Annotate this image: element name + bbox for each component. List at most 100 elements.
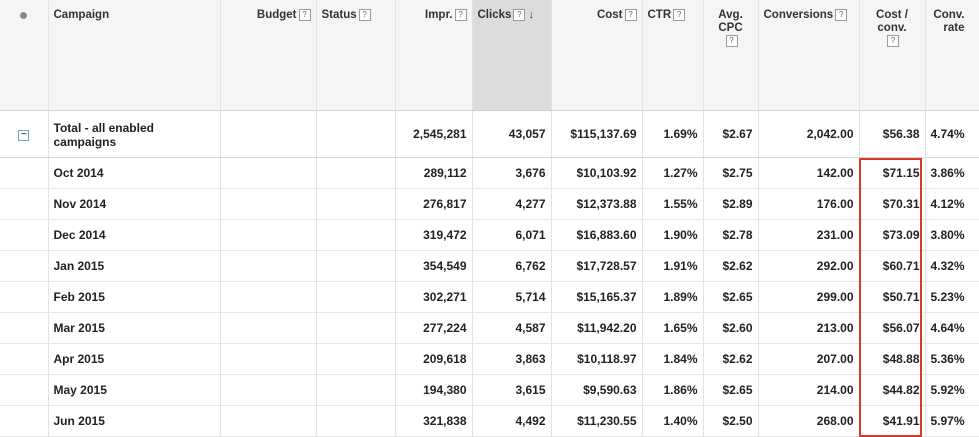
row-conv-rate: 5.23% <box>925 281 979 313</box>
row-spacer-cell <box>0 405 49 437</box>
row-campaign-name[interactable]: Feb 2015 <box>48 281 221 313</box>
row-conversions: 292.00 <box>758 250 860 282</box>
row-cost-conv: $60.71 <box>859 250 926 282</box>
help-icon[interactable]: ? <box>513 9 526 21</box>
col-header-campaign[interactable]: Campaign <box>48 0 221 111</box>
row-impr: 354,549 <box>395 250 473 282</box>
row-clicks: 3,676 <box>472 157 552 189</box>
row-spacer-cell <box>0 374 49 406</box>
row-cost: $11,942.20 <box>551 312 643 344</box>
row-cost: $16,883.60 <box>551 219 643 251</box>
help-icon[interactable]: ? <box>673 9 686 21</box>
help-icon[interactable]: ? <box>358 9 371 21</box>
row-campaign-name[interactable]: Apr 2015 <box>48 343 221 375</box>
row-conversions: 207.00 <box>758 343 860 375</box>
row-conv-rate: 5.97% <box>925 405 979 437</box>
col-header-cost-conv[interactable]: Cost / conv.? <box>859 0 926 111</box>
row-conversions: 268.00 <box>758 405 860 437</box>
col-header-impr[interactable]: Impr.? <box>395 0 473 111</box>
row-cost-conv: $41.91 <box>859 405 926 437</box>
sort-descending-icon: ↓ <box>528 9 534 21</box>
col-header-conv-rate[interactable]: Conv. rate <box>925 0 979 111</box>
row-cost: $12,373.88 <box>551 188 643 220</box>
row-budget <box>220 250 317 282</box>
row-cost-conv: $48.88 <box>859 343 926 375</box>
row-status <box>316 405 396 437</box>
row-conv-rate: 3.80% <box>925 219 979 251</box>
col-label-ctr: CTR <box>647 9 672 21</box>
row-avg-cpc: $2.89 <box>703 188 759 220</box>
col-header-cost[interactable]: Cost? <box>551 0 643 111</box>
table-row: Apr 2015 209,618 3,863 $10,118.97 1.84% $2.62… <box>0 343 979 375</box>
row-campaign-name[interactable]: May 2015 <box>48 374 221 406</box>
row-impr: 289,112 <box>395 157 473 189</box>
row-clicks: 3,863 <box>472 343 552 375</box>
row-avg-cpc: $2.62 <box>703 250 759 282</box>
row-cost-conv: $70.31 <box>859 188 926 220</box>
row-avg-cpc: $2.62 <box>703 343 759 375</box>
row-campaign-name[interactable]: Oct 2014 <box>48 157 221 189</box>
row-status <box>316 374 396 406</box>
col-header-status[interactable]: Status? <box>316 0 396 111</box>
row-spacer-cell <box>0 250 49 282</box>
col-label-budget: Budget <box>256 9 297 21</box>
table-row: Jun 2015 321,838 4,492 $11,230.55 1.40% $2.50… <box>0 405 979 437</box>
row-avg-cpc: $2.75 <box>703 157 759 189</box>
row-conv-rate: 4.64% <box>925 312 979 344</box>
total-cost: $115,137.69 <box>551 110 643 158</box>
col-header-avg-cpc[interactable]: Avg. CPC? <box>703 0 759 111</box>
row-conv-rate: 5.92% <box>925 374 979 406</box>
row-conv-rate: 4.32% <box>925 250 979 282</box>
total-ctr: 1.69% <box>642 110 704 158</box>
table-row: Dec 2014 319,472 6,071 $16,883.60 1.90% $2.78… <box>0 219 979 251</box>
row-cost: $15,165.37 <box>551 281 643 313</box>
row-impr: 319,472 <box>395 219 473 251</box>
col-header-budget[interactable]: Budget? <box>220 0 317 111</box>
col-label-conversions: Conversions <box>763 9 834 21</box>
row-campaign-name[interactable]: Dec 2014 <box>48 219 221 251</box>
help-icon[interactable]: ? <box>835 9 848 21</box>
header-row: Campaign Budget? Status? Impr.? Clicks? ↓… <box>0 0 979 111</box>
row-ctr: 1.89% <box>642 281 704 313</box>
row-campaign-name[interactable]: Mar 2015 <box>48 312 221 344</box>
total-cost-conv: $56.38 <box>859 110 926 158</box>
row-status <box>316 188 396 220</box>
row-clicks: 6,071 <box>472 219 552 251</box>
total-budget <box>220 110 317 158</box>
row-campaign-name[interactable]: Jan 2015 <box>48 250 221 282</box>
help-icon[interactable]: ? <box>298 9 311 21</box>
col-label-conv-rate: Conv. rate <box>933 9 965 34</box>
row-clicks: 3,615 <box>472 374 552 406</box>
row-budget <box>220 312 317 344</box>
collapse-cell[interactable]: − <box>0 110 49 158</box>
row-clicks: 4,587 <box>472 312 552 344</box>
col-header-ctr[interactable]: CTR? <box>642 0 704 111</box>
row-conv-rate: 3.86% <box>925 157 979 189</box>
help-icon[interactable]: ? <box>624 9 637 21</box>
row-conversions: 142.00 <box>758 157 860 189</box>
row-cost: $11,230.55 <box>551 405 643 437</box>
row-conv-rate: 4.12% <box>925 188 979 220</box>
col-header-conversions[interactable]: Conversions? <box>758 0 860 111</box>
status-dot-header[interactable] <box>0 0 49 111</box>
row-avg-cpc: $2.60 <box>703 312 759 344</box>
help-icon[interactable]: ? <box>454 9 467 21</box>
row-budget <box>220 405 317 437</box>
col-header-clicks[interactable]: Clicks? ↓ <box>472 0 552 111</box>
collapse-minus-icon[interactable]: − <box>18 130 30 141</box>
row-budget <box>220 188 317 220</box>
row-spacer-cell <box>0 312 49 344</box>
row-campaign-name[interactable]: Jun 2015 <box>48 405 221 437</box>
row-impr: 321,838 <box>395 405 473 437</box>
row-ctr: 1.65% <box>642 312 704 344</box>
row-status <box>316 343 396 375</box>
help-icon[interactable]: ? <box>887 35 899 47</box>
row-cost-conv: $71.15 <box>859 157 926 189</box>
row-spacer-cell <box>0 219 49 251</box>
row-campaign-name[interactable]: Nov 2014 <box>48 188 221 220</box>
row-ctr: 1.86% <box>642 374 704 406</box>
row-cost: $10,103.92 <box>551 157 643 189</box>
help-icon[interactable]: ? <box>725 35 738 47</box>
